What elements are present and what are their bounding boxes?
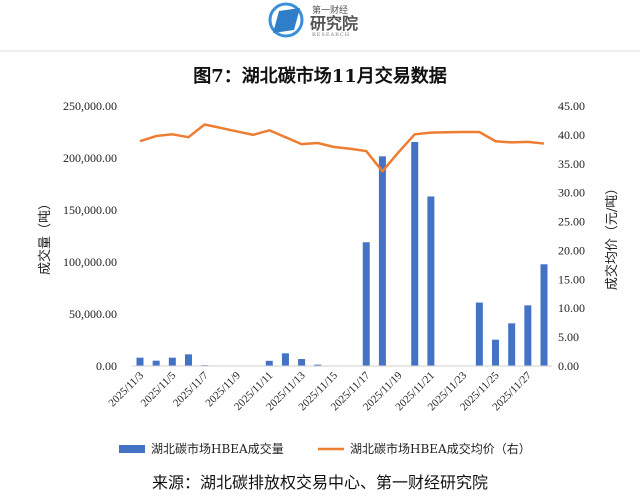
logo-text-top: 第一财经 [312,4,348,16]
logo-text-sub: RESEARCH [312,32,350,38]
y-left-tick-label: 0.00 [96,359,117,373]
bar-2025/11/17 [362,242,370,366]
chart-title: 图7：湖北碳市场11月交易数据 [193,65,447,87]
bar-2025/11/12 [281,353,289,366]
bar-2025/11/28 [540,264,548,366]
bar-2025/11/13 [298,359,306,366]
y-right-tick-label: 40.00 [558,128,585,142]
bar-2025/11/20 [411,141,419,366]
y-axis-left-label: 成交量（吨） [37,197,53,275]
y-axis-right-label: 成交均价（元/吨） [604,182,620,290]
y-right-tick-label: 45.00 [558,99,585,113]
y-left-tick-label: 150,000.00 [63,203,117,217]
price-line [139,123,545,173]
x-axis: 2025/11/32025/11/52025/11/72025/11/92025… [106,369,534,413]
y-axis-left: 0.00 50,000.00 100,000.00 150,000.00 200,000… [63,99,117,373]
y-left-tick-label: 50,000.00 [69,307,117,321]
y-left-tick-label: 250,000.00 [63,99,117,113]
y-left-tick-label: 100,000.00 [63,255,117,269]
legend-label-line: 湖北碳市场HBEA成交均价（右） [350,441,531,456]
logo-mark-icon [273,8,300,33]
bar-2025/11/11 [265,360,273,366]
y-right-tick-label: 0.00 [558,359,579,373]
y-axis-right: 0.00 5.00 10.00 15.00 20.00 25.00 30.00 35.00 40… [558,99,585,373]
logo-text-main: 研究院 [310,14,358,33]
source-note: 来源：湖北碳排放权交易中心、第一财经研究院 [152,473,488,492]
y-right-tick-label: 30.00 [558,186,585,200]
bar-2025/11/4 [152,360,160,366]
bar-2025/11/3 [136,357,144,366]
bar-2025/11/5 [168,357,176,366]
line-series [139,123,545,173]
bar-2025/11/27 [524,305,532,366]
legend-swatch-bar [119,445,145,453]
y-right-tick-label: 25.00 [558,215,585,229]
y-right-tick-label: 35.00 [558,157,585,171]
bar-series [136,141,548,366]
legend: 湖北碳市场HBEA成交量 湖北碳市场HBEA成交均价（右） [119,441,531,456]
y-right-tick-label: 10.00 [558,301,585,315]
bar-2025/11/6 [184,354,192,366]
bar-2025/11/25 [492,339,500,366]
legend-label-bar: 湖北碳市场HBEA成交量 [151,441,284,456]
y-left-tick-label: 200,000.00 [63,151,117,165]
logo-ring [268,2,304,38]
bar-2025/11/26 [508,323,516,366]
bar-2025/11/24 [475,302,483,366]
y-right-tick-label: 15.00 [558,272,585,286]
bar-2025/11/14 [314,364,322,366]
bar-2025/11/21 [427,196,435,366]
y-right-tick-label: 20.00 [558,243,585,257]
y-right-tick-label: 5.00 [558,330,579,344]
bar-2025/11/18 [378,156,386,366]
logo: 第一财经 研究院 RESEARCH [268,2,358,38]
